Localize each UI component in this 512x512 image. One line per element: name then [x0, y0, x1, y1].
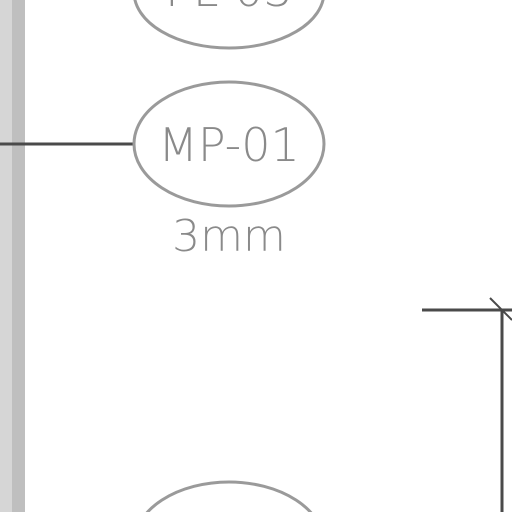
tag-label: PL-03: [165, 0, 293, 17]
material-tag-bottom: [145, 480, 313, 512]
tick-mark: [489, 297, 512, 321]
material-tag-mp01: MP-01 3mm: [132, 80, 326, 262]
material-tag-top: PL-03: [133, 0, 325, 50]
corner-linework: [422, 297, 512, 512]
tag-ellipse: [133, 0, 325, 50]
tag-note: 3mm: [172, 211, 286, 262]
margin-band-highlight: [0, 0, 12, 512]
tag-label: MP-01: [158, 118, 300, 172]
tag-ellipse: [132, 80, 326, 208]
tag-ellipse: [145, 480, 313, 512]
